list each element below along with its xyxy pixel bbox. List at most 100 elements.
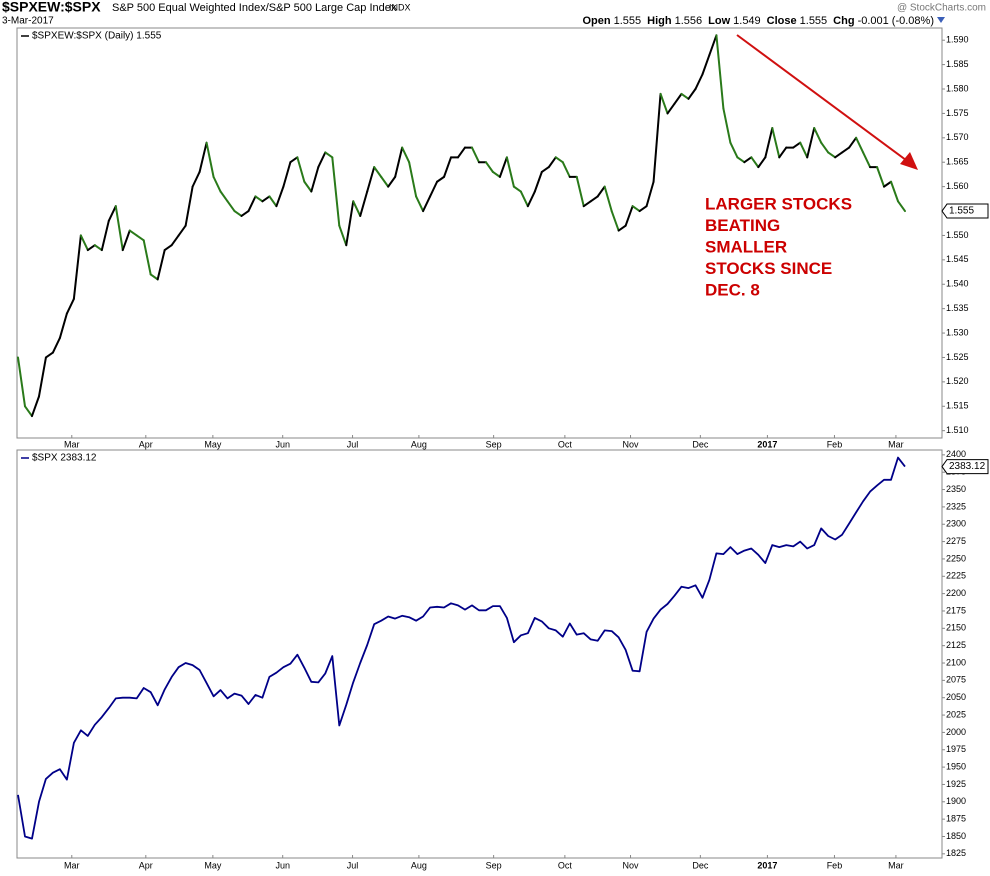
line-segment bbox=[72, 234, 82, 300]
last-value-box bbox=[941, 459, 989, 475]
line-segment bbox=[722, 107, 732, 144]
line-segment bbox=[806, 127, 816, 159]
y-tick-label: 2125 bbox=[946, 640, 966, 650]
x-tick-label: Oct bbox=[558, 439, 573, 449]
line-segment bbox=[387, 175, 397, 188]
annotation-arrowhead bbox=[900, 152, 918, 170]
last-value-label: 2383.12 bbox=[949, 461, 986, 472]
quote-value: 1.555 bbox=[800, 15, 828, 27]
line-segment bbox=[498, 156, 508, 178]
quote-value: 1.549 bbox=[733, 15, 761, 27]
quote: Open 1.555 High 1.556 Low 1.549 Close 1.555 Chg -… bbox=[583, 15, 935, 27]
line-segment bbox=[247, 195, 257, 213]
annotation-text: LARGER STOCKS bbox=[705, 194, 852, 213]
line-segment bbox=[240, 210, 250, 217]
line-segment bbox=[799, 141, 809, 159]
line-segment bbox=[533, 170, 543, 193]
line-segment bbox=[792, 141, 802, 149]
x-tick-label: Aug bbox=[411, 860, 427, 870]
line-segment bbox=[876, 166, 886, 188]
line-segment bbox=[519, 190, 529, 208]
x-tick-label: 2017 bbox=[757, 860, 777, 870]
y-tick-label: 1875 bbox=[946, 814, 966, 824]
line-segment bbox=[575, 175, 585, 208]
y-tick-label: 1.515 bbox=[946, 401, 969, 411]
y-tick-label: 2025 bbox=[946, 709, 966, 719]
line-segment bbox=[289, 156, 299, 164]
quote-label: Open bbox=[583, 15, 611, 27]
quote-label: Low bbox=[708, 15, 730, 27]
line-segment bbox=[226, 200, 236, 213]
line-segment bbox=[834, 151, 844, 159]
line-segment bbox=[65, 297, 75, 315]
line-segment bbox=[505, 156, 515, 188]
line-segment bbox=[149, 273, 159, 281]
line-segment bbox=[883, 180, 893, 188]
x-tick-label: Apr bbox=[139, 439, 153, 449]
quote-value: 1.555 bbox=[614, 15, 642, 27]
quote-value: 1.556 bbox=[675, 15, 703, 27]
y-tick-label: 2225 bbox=[946, 571, 966, 581]
line-segment bbox=[855, 136, 865, 154]
y-tick-label: 2100 bbox=[946, 657, 966, 667]
legend-label: $SPX 2383.12 bbox=[32, 453, 97, 464]
line-segment bbox=[666, 102, 676, 115]
y-tick-label: 1.520 bbox=[946, 376, 969, 386]
y-tick-label: 2325 bbox=[946, 501, 966, 511]
x-tick-label: May bbox=[204, 860, 222, 870]
y-tick-label: 1.550 bbox=[946, 230, 969, 240]
line-segment bbox=[554, 156, 564, 164]
y-tick-label: 2350 bbox=[946, 484, 966, 494]
line-segment bbox=[268, 195, 278, 208]
line-segment bbox=[107, 205, 117, 222]
quote-menu-icon[interactable] bbox=[937, 17, 945, 23]
line-segment bbox=[736, 156, 746, 164]
line-segment bbox=[359, 190, 369, 217]
line-segment bbox=[897, 200, 906, 213]
line-segment bbox=[317, 151, 327, 169]
line-segment bbox=[324, 151, 334, 159]
y-tick-label: 1.535 bbox=[946, 303, 969, 313]
x-tick-label: Nov bbox=[623, 439, 640, 449]
line-segment bbox=[51, 336, 61, 354]
line-segment bbox=[526, 190, 536, 208]
line-segment bbox=[100, 219, 110, 252]
line-segment bbox=[436, 175, 446, 183]
line-segment bbox=[813, 127, 823, 144]
line-segment bbox=[617, 224, 627, 232]
y-tick-label: 2150 bbox=[946, 623, 966, 633]
y-tick-label: 2050 bbox=[946, 692, 966, 702]
line-segment bbox=[191, 170, 201, 188]
y-tick-label: 1.540 bbox=[946, 279, 969, 289]
line-segment bbox=[708, 34, 718, 56]
x-tick-label: 2017 bbox=[757, 439, 777, 449]
x-tick-label: Feb bbox=[827, 439, 843, 449]
y-tick-label: 1.580 bbox=[946, 83, 969, 93]
y-tick-label: 1950 bbox=[946, 761, 966, 771]
line-segment bbox=[163, 244, 173, 252]
x-tick-label: Nov bbox=[623, 860, 640, 870]
y-tick-label: 2300 bbox=[946, 519, 966, 529]
line-segment bbox=[694, 73, 704, 91]
line-segment bbox=[715, 34, 725, 110]
line-segment bbox=[408, 161, 418, 198]
line-segment bbox=[261, 195, 271, 203]
legend-label: $SPXEW:$SPX (Daily) 1.555 bbox=[32, 31, 162, 42]
date: 3-Mar-2017 bbox=[2, 16, 54, 27]
line-segment bbox=[603, 185, 613, 213]
line-segment bbox=[582, 200, 592, 208]
line-segment bbox=[17, 356, 26, 408]
line-segment bbox=[827, 151, 837, 159]
quote-label: High bbox=[647, 15, 672, 27]
line-segment bbox=[820, 141, 830, 154]
line-segment bbox=[296, 156, 306, 183]
x-tick-label: Mar bbox=[888, 860, 904, 870]
line-segment bbox=[23, 405, 33, 418]
x-tick-label: Mar bbox=[64, 860, 80, 870]
y-tick-label: 1.560 bbox=[946, 181, 969, 191]
line-segment bbox=[58, 312, 68, 339]
line-segment bbox=[394, 146, 404, 178]
line-segment bbox=[128, 229, 138, 237]
y-tick-label: 1925 bbox=[946, 779, 966, 789]
x-tick-label: Jun bbox=[275, 439, 290, 449]
